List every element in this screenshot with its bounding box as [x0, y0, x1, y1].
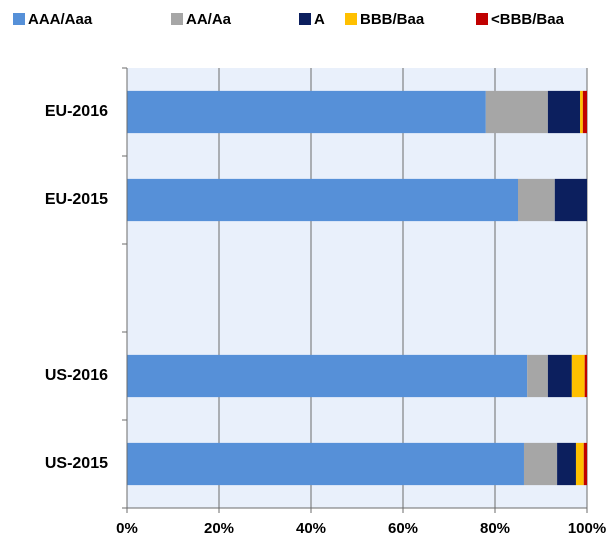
bar-segment [582, 90, 587, 134]
bar-segment [547, 354, 572, 398]
legend-swatch [476, 13, 488, 25]
bar-segment [127, 90, 486, 134]
y-tick-label: EU-2015 [45, 191, 108, 208]
legend-swatch [171, 13, 183, 25]
bar-segment [127, 354, 528, 398]
y-tick-label: EU-2016 [45, 103, 108, 120]
y-tick-label: US-2015 [45, 455, 108, 472]
bar-segment [127, 178, 518, 222]
bar-segment [527, 354, 548, 398]
bar-segment [583, 442, 587, 486]
bar-segment [523, 442, 558, 486]
legend-label: A [314, 11, 325, 28]
x-tick-label: 20% [204, 520, 234, 537]
legend-swatch [13, 13, 25, 25]
legend-label: AAA/Aaa [28, 11, 93, 28]
x-tick-label: 60% [388, 520, 418, 537]
legend-swatch [345, 13, 357, 25]
x-tick-label: 0% [116, 520, 138, 537]
plot-area [127, 68, 587, 508]
bar-segment [575, 442, 584, 486]
bar-segment [127, 442, 524, 486]
x-tick-label: 100% [568, 520, 606, 537]
bar-segment [557, 442, 576, 486]
bar-segment [485, 90, 548, 134]
legend-label: AA/Aa [186, 11, 232, 28]
x-tick-label: 40% [296, 520, 326, 537]
x-tick-label: 80% [480, 520, 510, 537]
y-tick-label: US-2016 [45, 367, 108, 384]
bar-segment [580, 90, 583, 134]
legend-label: <BBB/Baa [491, 11, 565, 28]
bar-segment [547, 90, 581, 134]
bar-segment [554, 178, 587, 222]
bar-segment [584, 354, 587, 398]
legend-swatch [299, 13, 311, 25]
bar-segment [518, 178, 555, 222]
bar-segment [571, 354, 585, 398]
legend-label: BBB/Baa [360, 11, 425, 28]
